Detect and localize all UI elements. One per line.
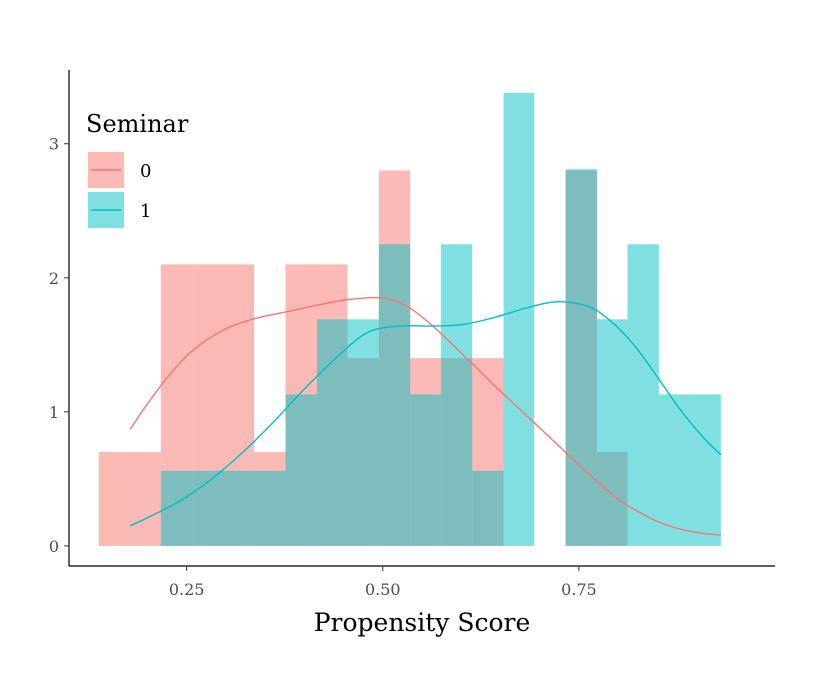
bar-series-1-bin-16 bbox=[596, 319, 628, 546]
bar-series-1-bin-15 bbox=[565, 169, 597, 546]
bar-series-1-bin-3 bbox=[192, 470, 224, 546]
bar-series-0-bin-1 bbox=[130, 452, 161, 546]
y-tick-label: 1 bbox=[49, 403, 59, 422]
x-tick-label: 0.25 bbox=[169, 580, 205, 599]
legend-label: 1 bbox=[140, 201, 151, 222]
density-curves bbox=[129, 296, 722, 536]
bar-series-1-bin-7 bbox=[316, 319, 348, 546]
bar-series-1-bin-5 bbox=[254, 470, 286, 546]
x-tick-label: 0.50 bbox=[365, 580, 401, 599]
x-axis-title: Propensity Score bbox=[314, 608, 531, 637]
legend-label: 0 bbox=[140, 161, 151, 182]
legend-item-0: 0 bbox=[88, 152, 151, 188]
x-tick-label: 0.75 bbox=[561, 580, 597, 599]
density-curve-series-0 bbox=[129, 296, 721, 536]
bar-series-1-bin-19 bbox=[690, 394, 721, 546]
axes: 0 1 2 3 0.25 0.50 0.75 bbox=[49, 70, 775, 599]
bars-series-1 bbox=[160, 92, 721, 546]
legend: Seminar 0 1 bbox=[86, 110, 189, 228]
bar-series-1-bin-12 bbox=[472, 470, 504, 546]
bar-series-1-bin-11 bbox=[440, 244, 473, 546]
y-tick-label: 3 bbox=[49, 135, 59, 154]
bar-series-1-bin-13 bbox=[503, 92, 535, 546]
histogram-bars bbox=[98, 92, 721, 546]
bar-series-1-bin-9 bbox=[378, 244, 411, 546]
bar-series-1-bin-18 bbox=[658, 394, 691, 546]
bar-series-1-bin-8 bbox=[347, 319, 379, 546]
legend-title: Seminar bbox=[86, 110, 189, 138]
density-curve-series-1 bbox=[129, 301, 722, 527]
bar-series-1-bin-17 bbox=[627, 244, 659, 546]
bar-series-1-bin-10 bbox=[410, 394, 441, 546]
bar-series-1-bin-4 bbox=[223, 470, 255, 546]
y-tick-label: 2 bbox=[49, 269, 59, 288]
legend-item-1: 1 bbox=[88, 192, 151, 228]
bar-series-0-bin-0 bbox=[98, 452, 131, 546]
y-tick-label: 0 bbox=[49, 537, 59, 556]
bar-series-1-bin-6 bbox=[285, 394, 317, 546]
